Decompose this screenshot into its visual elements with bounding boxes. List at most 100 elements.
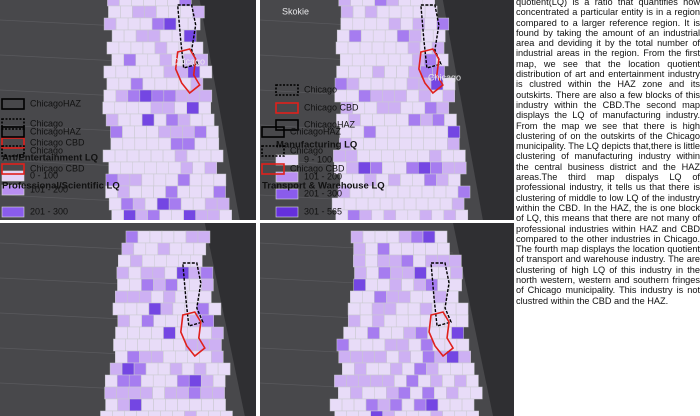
city-block xyxy=(383,302,397,316)
city-block xyxy=(141,314,154,328)
city-block xyxy=(383,41,397,55)
city-block xyxy=(436,101,450,115)
city-block xyxy=(165,173,179,187)
city-block xyxy=(211,350,224,364)
city-block xyxy=(142,41,156,55)
city-block xyxy=(135,209,148,220)
city-block xyxy=(360,65,373,79)
city-block xyxy=(377,398,391,412)
city-block xyxy=(163,65,177,79)
city-block xyxy=(441,149,454,163)
city-block xyxy=(141,173,155,187)
city-block xyxy=(336,65,349,79)
city-block xyxy=(212,374,226,388)
place-label: Chicago xyxy=(172,56,205,66)
legend-label: Chicago CBD xyxy=(30,163,85,173)
legend-title: Manufacturing LQ xyxy=(276,140,357,151)
city-block xyxy=(159,29,173,43)
city-block xyxy=(432,113,445,127)
city-block xyxy=(400,173,413,187)
city-block xyxy=(406,77,420,91)
city-block xyxy=(346,161,359,175)
city-block xyxy=(359,209,373,220)
city-block xyxy=(129,185,142,199)
city-block xyxy=(350,0,363,7)
city-block xyxy=(189,185,202,199)
city-block xyxy=(358,77,372,91)
city-block xyxy=(219,209,232,220)
city-block xyxy=(374,230,388,244)
city-block xyxy=(204,161,218,175)
city-block xyxy=(455,209,469,220)
city-block xyxy=(162,101,176,115)
city-block xyxy=(423,125,437,139)
city-block xyxy=(151,326,164,340)
city-block xyxy=(187,290,200,304)
city-block xyxy=(154,254,167,268)
legend-class-swatch xyxy=(1,206,25,218)
city-block xyxy=(185,338,198,352)
city-block xyxy=(422,0,435,7)
city-block xyxy=(161,230,175,244)
city-block xyxy=(412,5,426,19)
city-block xyxy=(353,398,367,412)
city-block xyxy=(414,266,427,280)
city-block xyxy=(104,374,118,388)
city-block xyxy=(166,77,180,91)
map-panel: TinleyEvanstonSkokieChicagoChicagoHAZChi… xyxy=(0,126,256,416)
city-block xyxy=(431,209,445,220)
city-block xyxy=(115,17,129,31)
city-block xyxy=(205,362,219,376)
city-block xyxy=(127,65,141,79)
city-block xyxy=(446,290,459,304)
city-block xyxy=(177,398,190,412)
city-block xyxy=(382,161,395,175)
city-block xyxy=(372,113,385,127)
city-block xyxy=(200,374,214,388)
city-block xyxy=(180,5,193,19)
city-block xyxy=(188,374,202,388)
city-block xyxy=(350,350,363,364)
city-block xyxy=(150,149,164,163)
legend-label: ChicagoHAZ xyxy=(304,119,356,129)
city-block xyxy=(348,29,362,43)
city-block xyxy=(161,338,174,352)
city-block xyxy=(122,125,135,139)
lake xyxy=(453,223,514,416)
legend-label: ChicagoHAZ xyxy=(290,126,342,136)
city-block xyxy=(165,314,178,328)
city-block xyxy=(141,185,154,199)
city-block xyxy=(372,65,385,79)
city-block xyxy=(115,89,129,103)
city-block xyxy=(407,209,421,220)
city-block xyxy=(165,278,178,292)
city-block xyxy=(149,338,162,352)
city-block xyxy=(181,362,195,376)
city-block xyxy=(350,290,363,304)
city-block xyxy=(418,374,431,388)
city-block xyxy=(147,53,161,67)
city-block xyxy=(395,209,409,220)
city-block xyxy=(189,173,203,187)
city-block xyxy=(426,266,439,280)
city-block xyxy=(204,197,218,211)
city-block xyxy=(125,338,138,352)
city-block xyxy=(151,17,165,31)
city-block xyxy=(186,149,200,163)
city-block xyxy=(407,302,421,316)
city-block xyxy=(358,374,371,388)
city-block xyxy=(369,149,382,163)
city-block xyxy=(354,266,367,280)
city-block xyxy=(422,350,435,364)
city-block xyxy=(138,149,152,163)
city-block xyxy=(200,266,214,280)
city-block xyxy=(395,302,409,316)
city-block xyxy=(177,113,191,127)
city-block xyxy=(386,230,400,244)
city-block xyxy=(436,173,449,187)
map-body: Chicago xyxy=(0,0,256,220)
city-block xyxy=(117,398,130,412)
city-block xyxy=(128,266,142,280)
city-block xyxy=(211,326,224,340)
